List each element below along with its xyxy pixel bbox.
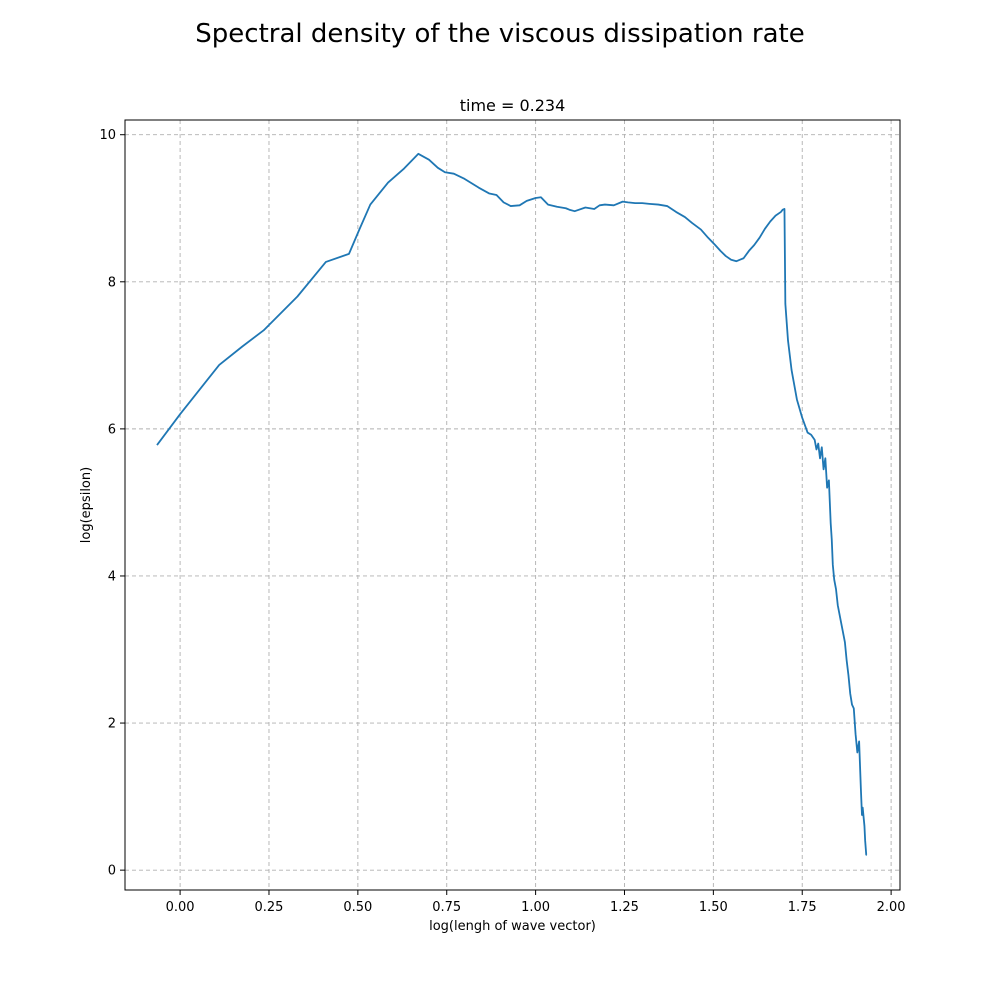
x-axis: 0.00 0.25 0.50 0.75 1.00 1.25 1.50 1.75 2.00	[166, 890, 906, 915]
series-line	[156, 152, 868, 856]
y-tick-label: 0	[108, 864, 116, 879]
series-group	[156, 152, 868, 856]
y-tick-label: 6	[108, 422, 116, 437]
chart-subtitle: time = 0.234	[460, 96, 566, 115]
x-tick-label: 0.00	[166, 900, 195, 915]
x-tick-label: 0.50	[343, 900, 372, 915]
x-tick-label: 1.00	[521, 900, 550, 915]
x-tick-label: 1.25	[610, 900, 639, 915]
x-tick-label: 0.25	[255, 900, 284, 915]
x-axis-label: log(lengh of wave vector)	[429, 919, 596, 934]
x-tick-label: 1.75	[788, 900, 817, 915]
x-tick-label: 0.75	[432, 900, 461, 915]
plot-frame	[124, 119, 901, 891]
y-tick-label: 8	[108, 275, 116, 290]
chart-title: Spectral density of the viscous dissipat…	[195, 19, 804, 49]
y-tick-label: 10	[99, 128, 116, 143]
x-tick-label: 2.00	[877, 900, 906, 915]
x-tick-label: 1.50	[699, 900, 728, 915]
y-axis-label: log(epsilon)	[79, 467, 94, 543]
grid	[125, 120, 900, 890]
y-axis: 0 2 4 6 8 10	[99, 128, 125, 879]
y-tick-label: 2	[108, 717, 116, 732]
y-tick-label: 4	[108, 569, 116, 584]
